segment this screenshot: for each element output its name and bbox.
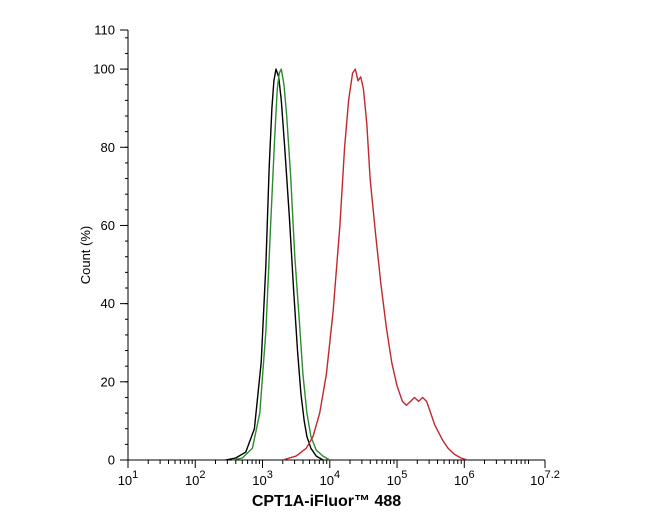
x-tick-label: 105 [387,469,408,488]
x-tick-label: 107.2 [530,469,560,488]
y-axis-ticks: 0 20 40 60 80 100 110 [93,23,128,468]
y-axis-title: Count (%) [78,226,93,285]
x-axis-ticks: 101 102 103 104 105 106 107.2 [118,460,560,488]
series-line [225,68,324,461]
histogram-curves [225,68,468,461]
y-tick-label: 0 [108,453,115,468]
axes [127,30,545,461]
series-line [232,68,331,461]
x-tick-label: 104 [319,469,340,488]
y-tick-label: 100 [93,62,115,77]
x-axis-title: CPT1A-iFluor™ 488 [252,493,401,510]
y-tick-label: 40 [101,296,115,311]
y-tick-label: 80 [101,140,115,155]
y-tick-label: 20 [101,374,115,389]
y-tick-label: 60 [101,218,115,233]
series-line [282,68,468,461]
x-tick-label: 101 [118,469,139,488]
y-tick-label: 110 [94,23,115,38]
x-tick-label: 102 [185,469,206,488]
x-tick-label: 103 [252,469,273,488]
x-tick-label: 106 [454,469,475,488]
